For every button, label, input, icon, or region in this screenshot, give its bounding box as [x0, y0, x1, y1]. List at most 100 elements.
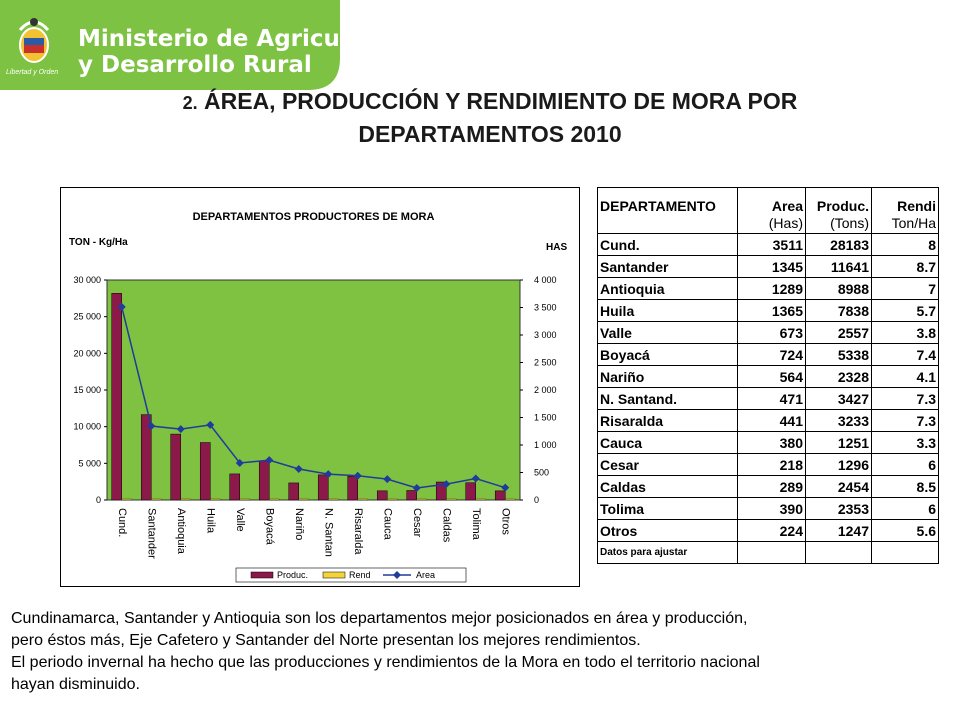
point-area: [412, 484, 421, 493]
chart-ylabel-left: TON - Kg/Ha: [69, 237, 128, 248]
chart-title: DEPARTAMENTOS PRODUCTORES DE MORA: [193, 211, 435, 223]
line-area: [121, 306, 506, 489]
table-cell: 8: [871, 233, 939, 256]
table-cell: Nariño: [597, 365, 738, 388]
legend-swatch-produc: [250, 571, 274, 579]
point-area: [353, 471, 362, 480]
table-cell: 7.4: [871, 343, 939, 366]
table-cell: 218: [737, 453, 806, 476]
table-cell: 724: [737, 343, 806, 366]
table-cell: 3233: [805, 409, 872, 432]
y-left-tick-label: 25 000: [73, 312, 101, 322]
description-line3: El periodo invernal ha hecho que las pro…: [11, 654, 760, 671]
table-cell: Cesar: [597, 453, 738, 476]
bar-rend: [298, 498, 309, 501]
y-right-tick-label: 4 000: [534, 275, 557, 285]
table-header-row: DEPARTAMENTO Area Produc. Rendi: [597, 187, 939, 214]
table-cell: 3.8: [871, 321, 939, 344]
y-right-tick-label: 3 500: [534, 303, 557, 313]
table-cell: 1247: [805, 519, 872, 542]
table-cell: 2557: [805, 321, 872, 344]
bar-rend: [446, 498, 457, 501]
ministry-name-line2: y Desarrollo Rural: [78, 52, 312, 78]
bar-rend: [180, 498, 191, 501]
bar-produc: [317, 474, 329, 501]
point-area: [324, 470, 333, 479]
bar-rend: [210, 498, 221, 501]
table-row: Valle 673 2557 3.8: [597, 321, 939, 344]
x-tick-label: Caldas: [440, 508, 452, 543]
combo-chart: DEPARTAMENTOS PRODUCTORES DE MORA TON - K…: [69, 211, 567, 583]
bar-produc: [170, 433, 182, 501]
description: Cundinamarca, Santander y Antioquia son …: [11, 608, 951, 696]
bar-produc: [111, 293, 123, 501]
table-row: Antioquia 1289 8988 7: [597, 277, 939, 300]
table-cell: Valle: [597, 321, 738, 344]
legend-label-area: Area: [416, 570, 435, 580]
table-cell: 6: [871, 497, 939, 520]
table-row: N. Santand. 471 3427 7.3: [597, 387, 939, 410]
legend-swatch-area-marker: [393, 571, 401, 579]
bar-produc: [288, 482, 300, 501]
title-number: 2.: [182, 93, 198, 113]
point-area: [176, 425, 185, 434]
data-table: DEPARTAMENTO Area Produc. Rendi (Has) (Tons) T…: [597, 187, 939, 564]
description-line2: pero éstos más, Eje Cafetero y Santander…: [11, 632, 641, 649]
point-area: [442, 480, 451, 489]
table-cell: 1345: [737, 255, 806, 278]
table-cell: N. Santand.: [597, 387, 738, 410]
table-footer-cell: Datos para ajustar: [597, 541, 738, 564]
table-cell: Otros: [597, 519, 738, 542]
table-row: Santander 1345 11641 8.7: [597, 255, 939, 278]
table-footer-empty: [737, 541, 806, 564]
table-footer-empty: [805, 541, 872, 564]
table-unit-cell: (Has): [737, 213, 806, 234]
y-left-tick-label: 15 000: [73, 385, 101, 395]
table-cell: 3511: [737, 233, 806, 256]
point-area: [471, 474, 480, 483]
table-row: Risaralda 441 3233 7.3: [597, 409, 939, 432]
y-right-tick-label: 500: [534, 468, 549, 478]
point-area: [383, 475, 392, 484]
table-cell: 8988: [805, 277, 872, 300]
header-banner: [0, 0, 340, 90]
bar-rend: [151, 498, 162, 501]
x-tick-label: Cesar: [411, 508, 423, 538]
y-right-tick-label: 1 000: [534, 440, 557, 450]
bar-rend: [475, 498, 486, 501]
y-left-tick-label: 0: [96, 495, 101, 505]
y-left-tick-label: 30 000: [73, 275, 101, 285]
table-cell: 8.7: [871, 255, 939, 278]
table-header-cell: Rendi: [871, 187, 939, 214]
table-cell: Tolima: [597, 497, 738, 520]
x-tick-label: Tolima: [470, 508, 482, 541]
table-unit-cell: [597, 213, 738, 234]
y-left-tick-label: 20 000: [73, 348, 101, 358]
table-header-cell: Produc.: [805, 187, 872, 214]
title-line2: DEPARTAMENTOS 2010: [358, 121, 622, 147]
table-footer-row: Datos para ajustar: [597, 541, 939, 564]
table-cell: 289: [737, 475, 806, 498]
table-cell: 3427: [805, 387, 872, 410]
point-area: [117, 302, 126, 311]
table-cell: Cund.: [597, 233, 738, 256]
chart-ylabel-right: HAS: [546, 242, 567, 253]
table-cell: 441: [737, 409, 806, 432]
y-right-tick-label: 2 500: [534, 358, 557, 368]
bar-produc: [494, 490, 506, 501]
bar-rend: [416, 498, 427, 501]
table-cell: 1296: [805, 453, 872, 476]
coat-of-arms-icon: [18, 18, 50, 63]
table-row: Tolima 390 2353 6: [597, 497, 939, 520]
table-cell: 7838: [805, 299, 872, 322]
bar-rend: [328, 498, 339, 501]
y-right-tick-label: 2 000: [534, 385, 557, 395]
x-tick-label: N. Santan: [322, 508, 334, 557]
table-cell: 224: [737, 519, 806, 542]
table-cell: 7.3: [871, 409, 939, 432]
table-cell: 1365: [737, 299, 806, 322]
table-cell: Caldas: [597, 475, 738, 498]
bar-rend: [357, 498, 368, 501]
table-header-cell: DEPARTAMENTO: [597, 187, 738, 214]
table-row: Cesar 218 1296 6: [597, 453, 939, 476]
